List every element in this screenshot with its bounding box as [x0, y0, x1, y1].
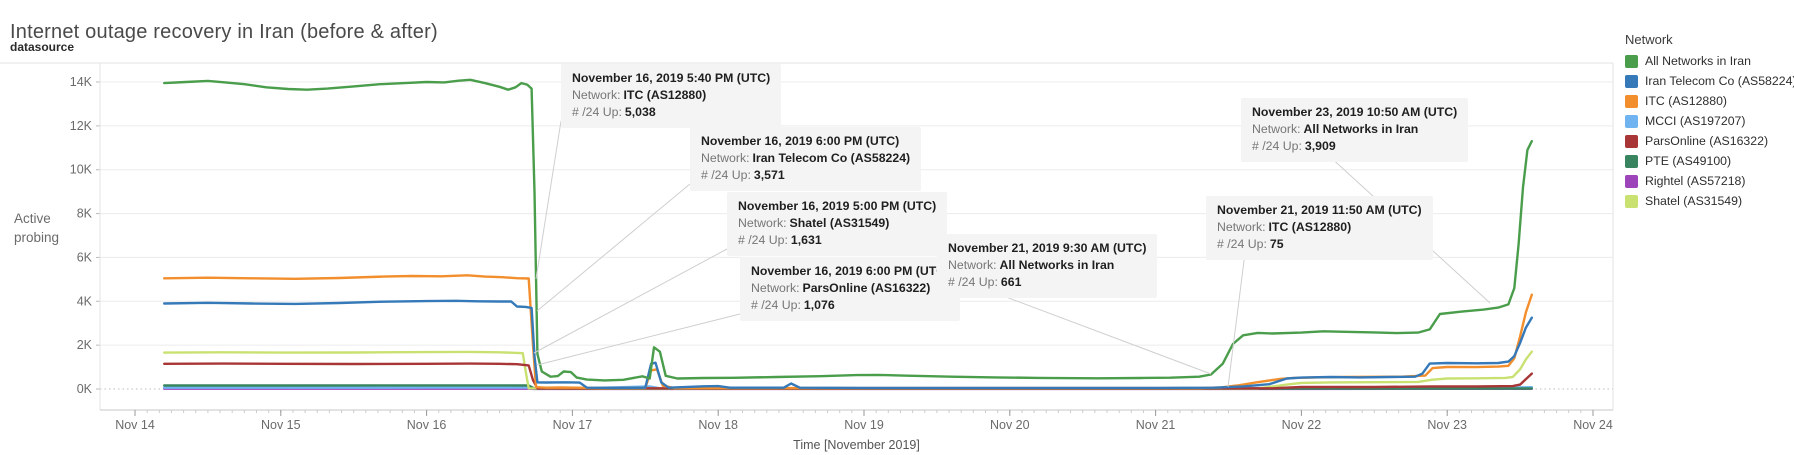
annotation-network-prefix: Network:: [1217, 220, 1266, 234]
legend-swatch-icon: [1625, 194, 1638, 208]
legend-title: Network: [1625, 32, 1673, 47]
y-tick-label: 12K: [70, 119, 93, 133]
y-tick-label: 14K: [70, 75, 93, 89]
legend-swatch-icon: [1625, 94, 1638, 108]
x-tick-label: Nov 15: [261, 418, 301, 432]
annotation-network-prefix: Network:: [572, 88, 621, 102]
annotation-up-prefix: # /24 Up:: [751, 298, 801, 312]
annotation-value: 1,076: [803, 298, 835, 312]
legend-item-parsonline[interactable]: ParsOnline (AS16322): [1625, 134, 1794, 148]
annotation-network: ITC (AS12880): [1268, 220, 1352, 234]
x-tick-label: Nov 16: [407, 418, 447, 432]
annotation-date: November 16, 2019 6:00 PM (UTC): [751, 264, 950, 278]
series-line: [162, 299, 1534, 390]
annotation-date: November 21, 2019 11:50 AM (UTC): [1217, 203, 1422, 217]
annotation-network: All Networks in Iran: [999, 258, 1115, 272]
annotation-callout: November 23, 2019 10:50 AM (UTC) Network…: [1241, 98, 1469, 162]
annotation-value: 3,909: [1304, 139, 1336, 153]
annotation-network: Iran Telecom Co (AS58224): [752, 151, 911, 165]
x-tick-label: Nov 17: [553, 418, 593, 432]
series-line: [162, 350, 1534, 390]
x-tick-label: Nov 22: [1282, 418, 1322, 432]
annotation-network: All Networks in Iran: [1303, 122, 1419, 136]
annotation-date: November 16, 2019 5:40 PM (UTC): [572, 71, 771, 85]
annotation-callout: November 16, 2019 6:00 PM (UTC) Network:…: [740, 257, 961, 321]
x-tick-label: Nov 14: [115, 418, 155, 432]
legend-item-rightel[interactable]: Rightel (AS57218): [1625, 174, 1794, 188]
annotation-date: November 21, 2019 9:30 AM (UTC): [948, 241, 1147, 255]
annotation-network: Shatel (AS31549): [789, 216, 890, 230]
annotation-up-prefix: # /24 Up:: [1252, 139, 1302, 153]
x-tick-label: Nov 20: [990, 418, 1030, 432]
x-tick-label: Nov 18: [698, 418, 738, 432]
annotation-callout: November 21, 2019 11:50 AM (UTC) Network…: [1206, 196, 1433, 260]
x-tick-label: Nov 23: [1427, 418, 1467, 432]
annotation-network: ITC (AS12880): [623, 88, 707, 102]
y-axis-title: Active: [14, 211, 51, 226]
x-tick-label: Nov 24: [1573, 418, 1613, 432]
annotation-network-prefix: Network:: [751, 281, 800, 295]
annotation-network-prefix: Network:: [738, 216, 787, 230]
annotation-up-prefix: # /24 Up:: [1217, 237, 1267, 251]
annotation-callout: November 21, 2019 9:30 AM (UTC) Network:…: [937, 234, 1158, 298]
x-axis-title: Time [November 2019]: [793, 438, 920, 452]
annotation-value: 661: [1000, 275, 1022, 289]
annotation-up-prefix: # /24 Up:: [948, 275, 998, 289]
legend-item-label: ITC (AS12880): [1645, 94, 1728, 108]
annotation-network-prefix: Network:: [948, 258, 997, 272]
legend: Network All Networks in Iran Iran Teleco…: [1625, 32, 1794, 214]
legend-item-label: Iran Telecom Co (AS58224): [1645, 74, 1794, 88]
y-tick-label: 8K: [77, 207, 93, 221]
series-line: [162, 78, 1534, 382]
legend-swatch-icon: [1625, 74, 1638, 88]
annotation-date: November 23, 2019 10:50 AM (UTC): [1252, 105, 1458, 119]
legend-item-label: Rightel (AS57218): [1645, 174, 1746, 188]
legend-swatch-icon: [1625, 154, 1638, 168]
legend-swatch-icon: [1625, 134, 1638, 148]
y-tick-label: 10K: [70, 163, 93, 177]
annotation-value: 5,038: [624, 105, 656, 119]
annotation-network: ParsOnline (AS16322): [802, 281, 931, 295]
annotation-value: 1,631: [790, 233, 822, 247]
legend-item-pte[interactable]: PTE (AS49100): [1625, 154, 1794, 168]
annotation-value: 75: [1269, 237, 1284, 251]
annotation-callout: November 16, 2019 5:40 PM (UTC) Network:…: [561, 64, 782, 128]
legend-swatch-icon: [1625, 54, 1638, 68]
annotation-value: 3,571: [753, 168, 785, 182]
annotation-network-prefix: Network:: [1252, 122, 1301, 136]
annotation-network-prefix: Network:: [701, 151, 750, 165]
y-tick-label: 2K: [77, 338, 93, 352]
x-tick-label: Nov 21: [1136, 418, 1176, 432]
annotation-callout: November 16, 2019 6:00 PM (UTC) Network:…: [690, 127, 922, 191]
annotation-callout: November 16, 2019 5:00 PM (UTC) Network:…: [727, 192, 948, 256]
annotation-up-prefix: # /24 Up:: [572, 105, 622, 119]
legend-item-shatel[interactable]: Shatel (AS31549): [1625, 194, 1794, 208]
legend-item-label: PTE (AS49100): [1645, 154, 1732, 168]
legend-item-all-networks[interactable]: All Networks in Iran: [1625, 54, 1794, 68]
page-title: Internet outage recovery in Iran (before…: [10, 21, 438, 44]
y-tick-label: 4K: [77, 294, 93, 308]
x-tick-label: Nov 19: [844, 418, 884, 432]
legend-item-label: MCCI (AS197207): [1645, 114, 1746, 128]
y-tick-label: 0K: [77, 382, 93, 396]
datasource-label: datasource: [10, 40, 75, 54]
annotation-up-prefix: # /24 Up:: [701, 168, 751, 182]
legend-item-mcci[interactable]: MCCI (AS197207): [1625, 114, 1794, 128]
legend-swatch-icon: [1625, 114, 1638, 128]
legend-item-label: ParsOnline (AS16322): [1645, 134, 1769, 148]
annotation-date: November 16, 2019 5:00 PM (UTC): [738, 199, 937, 213]
legend-item-iran-telecom[interactable]: Iran Telecom Co (AS58224): [1625, 74, 1794, 88]
annotation-up-prefix: # /24 Up:: [738, 233, 788, 247]
y-tick-label: 6K: [77, 250, 93, 264]
legend-swatch-icon: [1625, 174, 1638, 188]
legend-item-itc[interactable]: ITC (AS12880): [1625, 94, 1794, 108]
legend-item-label: All Networks in Iran: [1645, 54, 1751, 68]
annotation-date: November 16, 2019 6:00 PM (UTC): [701, 134, 900, 148]
series-line: [162, 274, 1534, 390]
legend-item-label: Shatel (AS31549): [1645, 194, 1743, 208]
y-axis-title: probing: [14, 230, 59, 245]
